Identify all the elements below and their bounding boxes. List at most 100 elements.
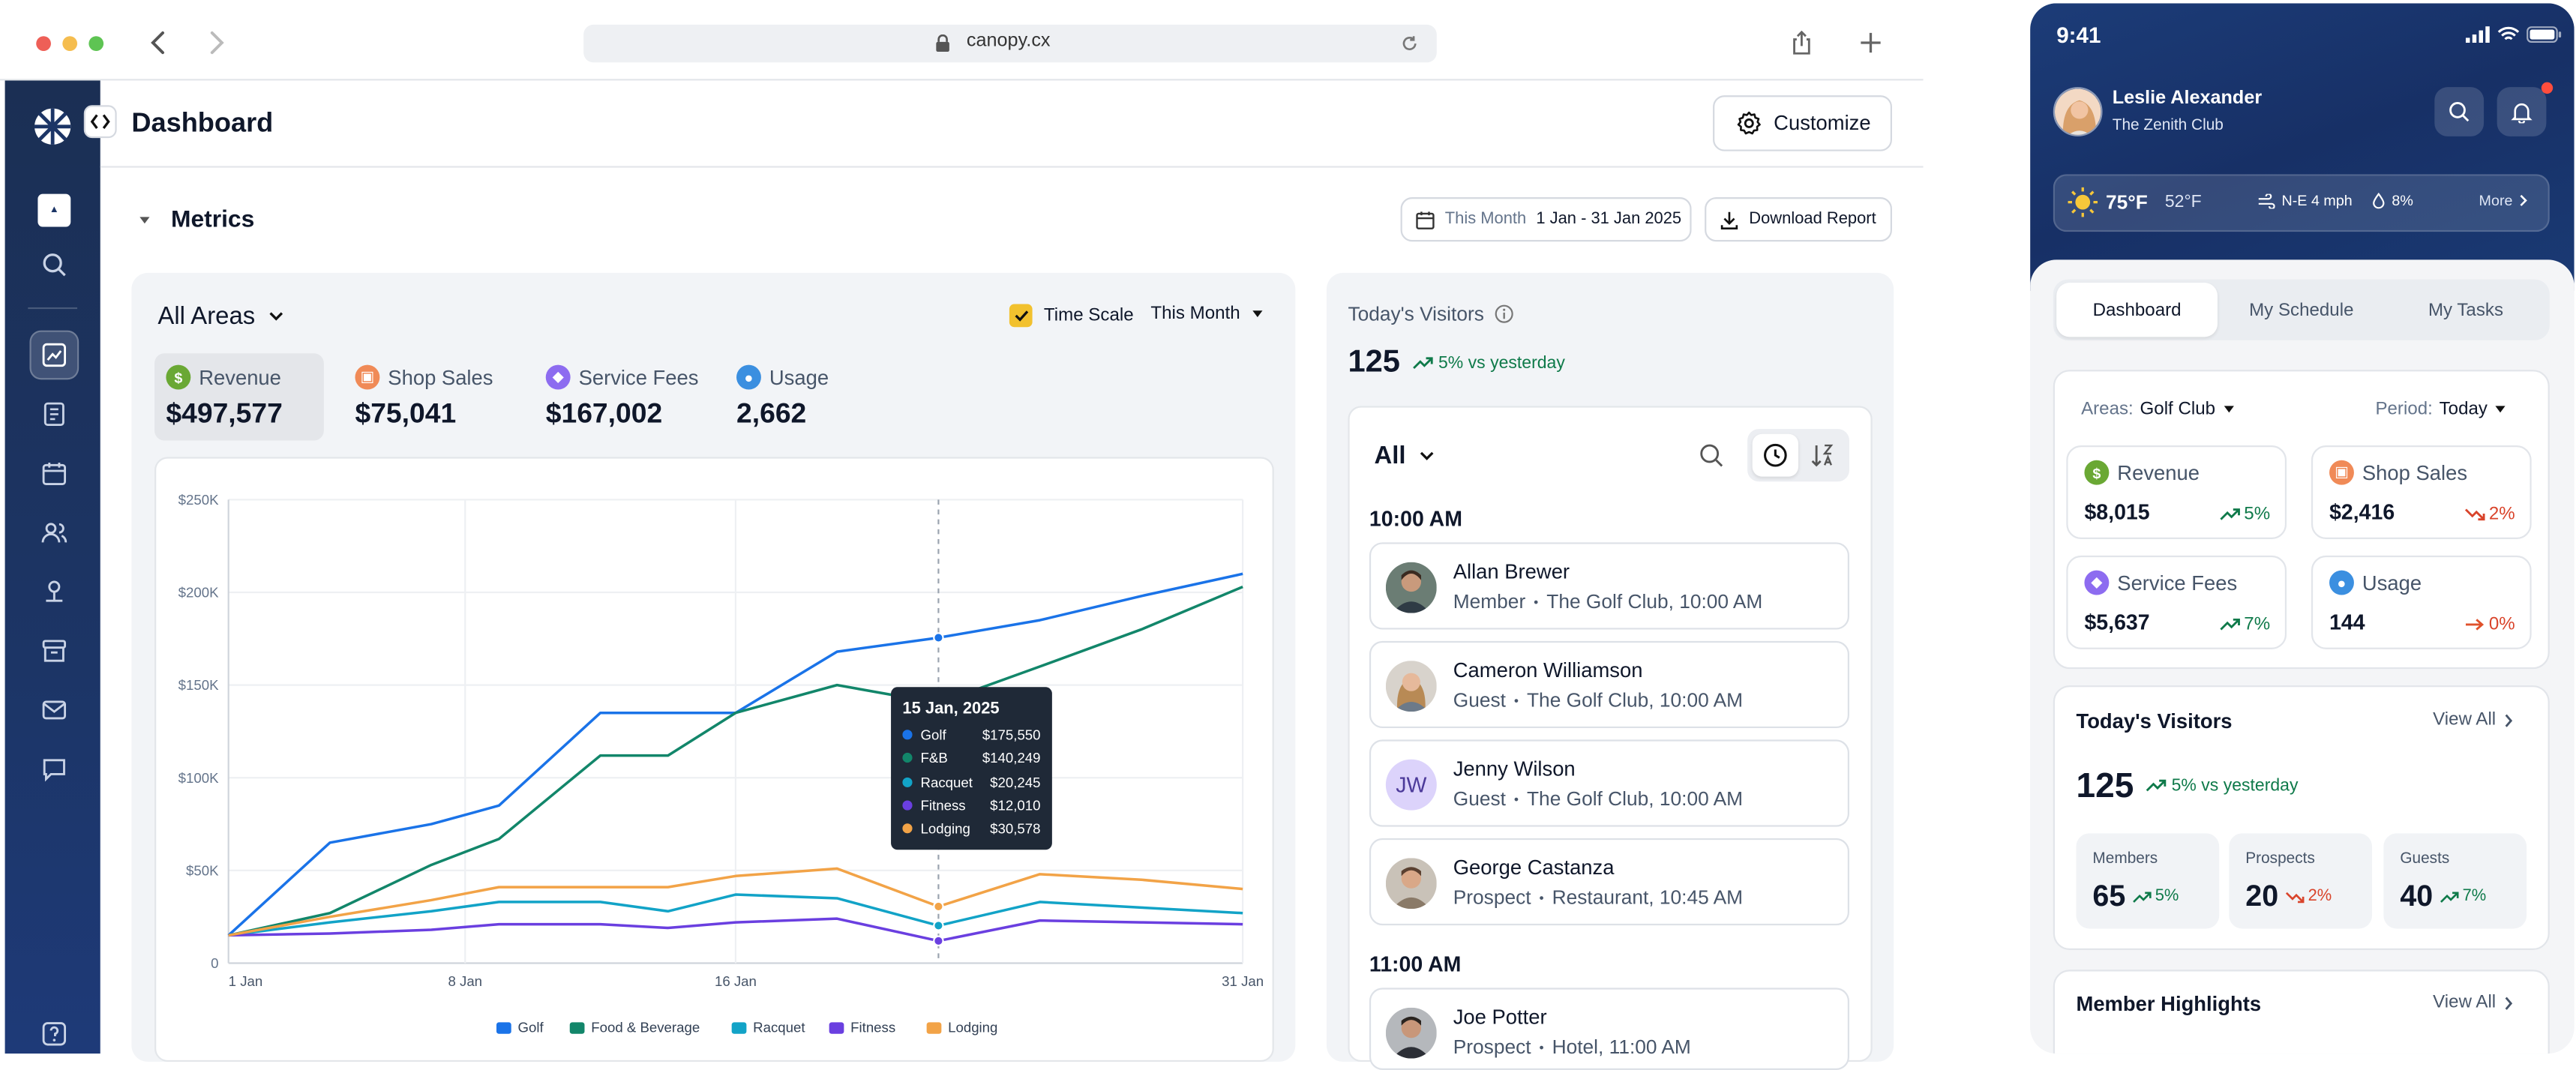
legend-swatch [926,1022,942,1034]
search-icon[interactable] [29,240,79,289]
time-group-header: 10:00 AM [1369,506,1463,532]
wifi-icon [2497,26,2520,40]
date-range-picker[interactable]: This Month 1 Jan - 31 Jan 2025 [1400,197,1692,242]
sidebar-item-members[interactable] [29,508,79,557]
back-icon[interactable] [148,29,171,55]
sidebar-item-archive[interactable] [29,626,79,676]
user-name: Leslie Alexander [2112,88,2263,109]
tooltip-row: Lodging $30,578 [902,817,1041,841]
avatar [1385,1007,1437,1059]
sidebar-item-locations[interactable] [29,567,79,616]
line-chart: 0 $50K $100K $150K $200K $250K 1 Jan 8 Jan 16 Ja… [178,492,1264,1036]
mobile-visitors-title: Today's Visitors [2076,709,2233,733]
tooltip-label: Fitness [920,797,966,814]
visitors-title: Today's Visitors [1348,302,1513,325]
time-group-header: 11:00 AM [1369,952,1462,977]
mobile-search-button[interactable] [2434,87,2485,136]
code-icon [90,114,110,129]
kpi-value: $2,416 [2329,499,2395,525]
weather-bar[interactable] [2053,174,2550,232]
info-icon [1495,304,1513,323]
tooltip-swatch [902,823,913,835]
area-filter-dropdown[interactable]: All Areas [157,302,284,331]
area-filter-label: All Areas [157,302,256,331]
sidebar-item-calendar[interactable] [29,448,79,498]
mobile-visitors-view-all[interactable]: View All [2433,710,2514,730]
view-all-text: View All [2433,709,2497,730]
mobile-period-dropdown[interactable]: Period: Today [2375,400,2507,419]
visitor-filter-dropdown[interactable]: All [1375,442,1435,470]
visitor-card-allan-brewer[interactable]: Allan Brewer Member • The Golf Club, 10:00… [1369,542,1849,630]
stat-label: Guests [2400,850,2450,868]
kpi-revenue[interactable]: $ Revenue $497,577 [154,353,324,441]
forward-icon[interactable] [204,29,227,55]
stat-members[interactable]: Members 65 5% [2076,833,2220,929]
sidebar-item-messages[interactable] [29,745,79,794]
club-logo-icon[interactable]: ▲ [29,186,79,235]
visitor-card-jenny-wilson[interactable]: JW Jenny Wilson Guest • The Golf Club, 10:… [1369,739,1849,827]
avatar-initials: JW [1385,759,1437,811]
mobile-kpi-revenue[interactable]: $ Revenue $8,015 5% [2066,445,2287,539]
mobile-areas-dropdown[interactable]: Areas: Golf Club [2081,400,2235,419]
kpi-change-text: 0% [2488,614,2515,635]
period-dropdown[interactable]: This Month [1150,304,1264,324]
mobile-highlights-view-all[interactable]: View All [2433,993,2514,1012]
time-scale-checkbox[interactable] [1009,304,1033,328]
kpi-label: Shop Sales [388,365,493,389]
mobile-kpi-usage[interactable]: ● Usage 144 0% [2311,555,2532,649]
search-icon[interactable] [1698,442,1724,469]
y-tick-label: 0 [211,955,218,971]
kpi-service-fees[interactable]: ◆ Service Fees $167,002 [534,353,715,440]
stat-prospects[interactable]: Prospects 20 2% [2229,833,2373,929]
sidebar-item-ledger[interactable] [29,390,79,439]
window-zoom-dot[interactable] [88,36,104,51]
mobile-notifications-button[interactable] [2497,87,2547,136]
sidebar-item-mail[interactable] [29,685,79,735]
metrics-section-toggle[interactable]: Metrics [138,207,254,233]
customize-button[interactable]: Customize [1713,95,1892,151]
new-tab-icon[interactable] [1859,31,1882,55]
mobile-kpi-service-fees[interactable]: ◆ Service Fees $5,637 7% [2066,555,2287,649]
time-scale-toggle[interactable]: Time Scale [1009,304,1134,328]
tab-my-schedule[interactable]: My Schedule [2249,300,2354,320]
kpi-usage[interactable]: ● Usage 2,662 [725,353,873,440]
legend-swatch [731,1022,747,1034]
reload-icon[interactable] [1401,34,1419,52]
legend-label: Racquet [753,1020,805,1036]
trend-up-icon [2133,891,2152,902]
kpi-value: $497,577 [166,397,283,430]
visitor-name: George Castanza [1453,856,1615,880]
address-bar[interactable]: canopy.cx [583,24,1437,63]
share-icon[interactable] [1790,29,1813,55]
mobile-kpi-shop-sales[interactable]: ▣ Shop Sales $2,416 2% [2311,445,2532,539]
visitor-card-cameron-williamson[interactable]: Cameron Williamson Guest • The Golf Club, … [1369,640,1849,729]
kpi-shop-sales[interactable]: ▣ Shop Sales $75,041 [343,353,513,440]
time-scale-label: Time Scale [1043,305,1134,326]
sun-icon [2066,186,2099,219]
signal-icon [2465,26,2490,43]
sidebar-toggle-button[interactable] [83,105,117,139]
archive-icon [42,640,67,662]
tooltip-value: $30,578 [990,820,1041,838]
separator-dot: • [1513,692,1519,708]
mail-icon [42,700,67,720]
visitor-card-joe-potter[interactable]: Joe Potter Prospect • Hotel, 11:00 AM [1369,988,1849,1070]
tab-dashboard[interactable]: Dashboard [2056,283,2218,337]
stat-guests[interactable]: Guests 40 7% [2383,833,2527,929]
download-report-button[interactable]: Download Report [1705,197,1892,242]
window-minimize-dot[interactable] [62,36,78,51]
user-avatar[interactable] [2053,87,2103,136]
weather-more-link[interactable]: More [2479,192,2528,208]
tooltip-row: F&B $140,249 [902,747,1041,770]
time-view-button[interactable] [1752,433,1799,477]
sort-button[interactable] [1804,434,1843,477]
chevron-right-icon [2506,996,2513,1009]
sidebar-item-help[interactable] [29,1009,79,1059]
window-close-dot[interactable] [36,36,51,51]
visitor-card-george-castanza[interactable]: George Castanza Prospect • Restaurant, 10:… [1369,838,1849,926]
tab-my-tasks[interactable]: My Tasks [2428,300,2504,320]
stat-label: Members [2092,850,2158,868]
sidebar-item-dashboard[interactable] [29,330,79,380]
sidebar: ▲ [4,80,100,1054]
clock-icon [1764,443,1787,467]
